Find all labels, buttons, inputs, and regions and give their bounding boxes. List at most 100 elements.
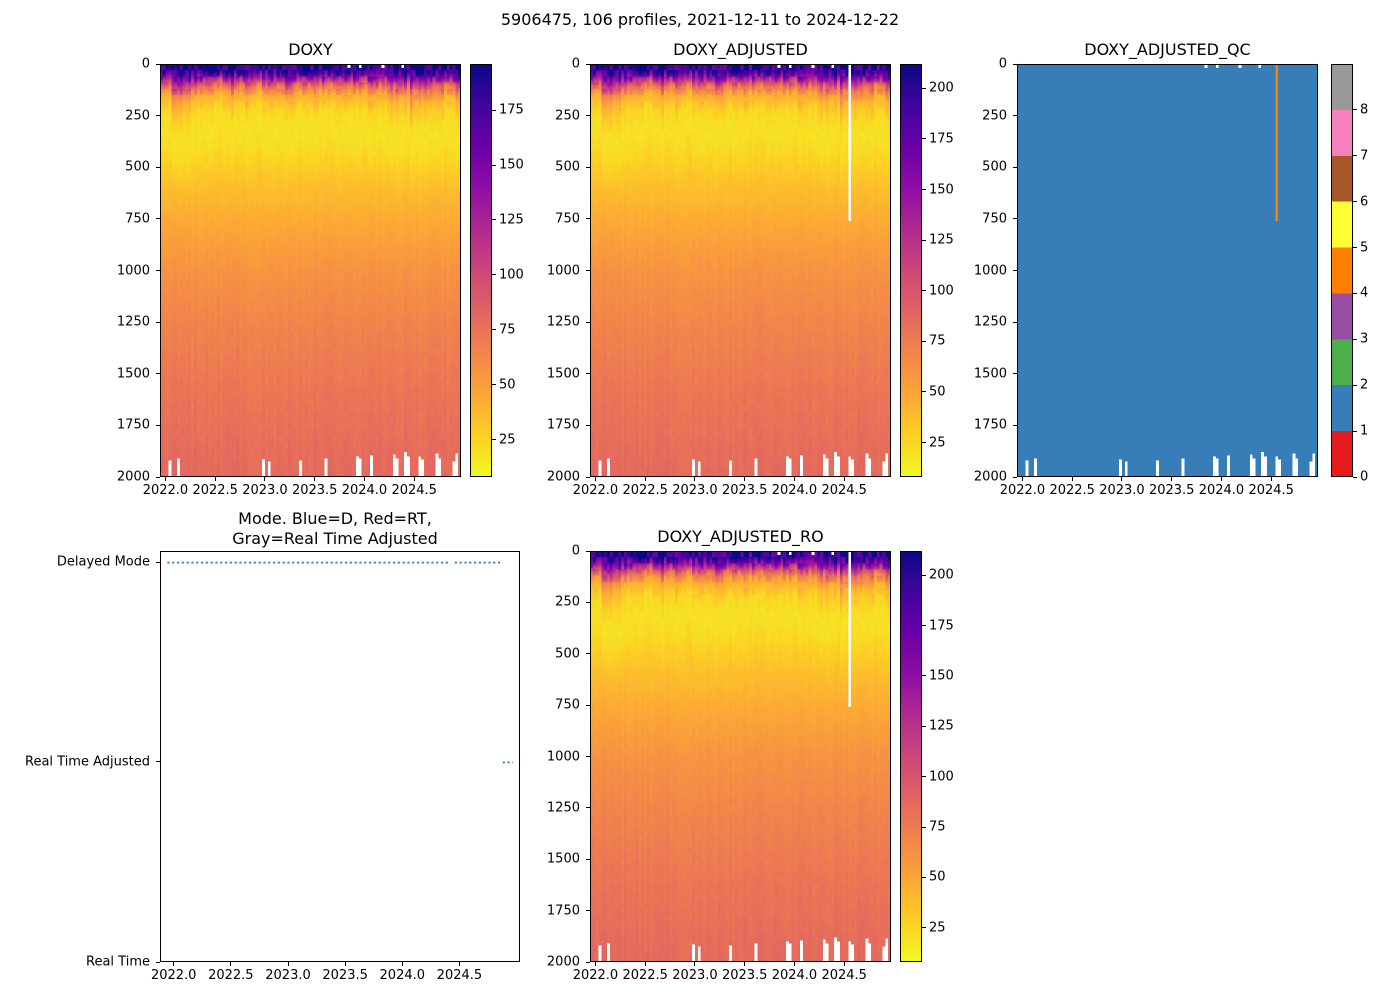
colorbar-tick-mark	[922, 574, 926, 576]
y-tick-label: 250	[555, 108, 580, 124]
colorbar-tick-label: 8	[1360, 102, 1369, 118]
y-tick-mark	[156, 218, 160, 220]
colorbar-tick-label: 5	[1360, 240, 1369, 256]
colorbar-tick-label: 75	[929, 333, 946, 349]
x-tick-mark	[164, 477, 166, 481]
y-tick-mark	[156, 961, 160, 963]
colorbar-tick-label: 150	[929, 182, 954, 198]
y-tick-mark	[586, 704, 590, 706]
plot-frame	[160, 551, 520, 962]
x-tick-label: 2023.0	[242, 483, 288, 498]
y-tick-mark	[156, 63, 160, 65]
y-tick-mark	[586, 218, 590, 220]
x-tick-mark	[401, 962, 403, 966]
x-tick-label: 2022.0	[150, 968, 197, 983]
colorbar-tick-label: 100	[929, 769, 954, 785]
ro-colorbar	[900, 551, 922, 962]
colorbar-tick-mark	[922, 826, 926, 828]
y-tick-label: 1750	[546, 903, 580, 919]
colorbar-tick-mark	[1353, 155, 1357, 157]
panel-doxy-adjusted-qc-title: DOXY_ADJUSTED_QC	[1084, 40, 1251, 59]
y-tick-label: 750	[125, 211, 150, 227]
colorbar-tick-label: 125	[929, 718, 954, 734]
colorbar-tick-mark	[922, 239, 926, 241]
colorbar-tick-mark	[922, 625, 926, 627]
colorbar-tick-mark	[1353, 430, 1357, 432]
y-tick-label: 250	[125, 108, 150, 124]
x-tick-label: 2022.5	[622, 968, 668, 983]
y-tick-label: 0	[998, 56, 1007, 72]
y-tick-mark	[586, 550, 590, 552]
y-tick-label: 1000	[973, 263, 1007, 278]
colorbar-tick-mark	[922, 675, 926, 677]
x-tick-label: 2024.0	[771, 968, 818, 983]
x-tick-mark	[694, 477, 696, 481]
ro-heatmap-canvas	[590, 551, 891, 962]
colorbar-frame	[470, 64, 492, 477]
colorbar-tick-mark	[922, 138, 926, 140]
colorbar-tick-label: 125	[929, 232, 954, 248]
y-tick-label: 2000	[546, 954, 580, 970]
colorbar-tick-label: 50	[499, 377, 516, 393]
y-tick-label: 0	[141, 56, 150, 72]
x-tick-label: 2024.0	[379, 968, 426, 983]
colorbar-tick-mark	[1353, 109, 1357, 111]
panel-doxy-title: DOXY	[288, 40, 333, 59]
x-tick-label: 2022.5	[1049, 483, 1095, 498]
y-category-label: Delayed Mode	[56, 554, 150, 570]
colorbar-tick-label: 6	[1360, 194, 1369, 210]
colorbar-tick-mark	[492, 329, 496, 331]
x-tick-mark	[644, 477, 646, 481]
adjusted-colorbar	[900, 64, 922, 477]
x-tick-mark	[287, 962, 289, 966]
x-tick-label: 2022.5	[192, 483, 238, 498]
y-tick-label: 0	[571, 56, 580, 72]
y-category-label: Real Time	[86, 954, 150, 970]
x-tick-label: 2023.0	[1099, 483, 1145, 498]
colorbar-tick-label: 50	[929, 384, 946, 400]
colorbar-tick-label: 175	[929, 618, 954, 634]
y-tick-mark	[586, 910, 590, 912]
y-category-label: Real Time Adjusted	[25, 754, 150, 770]
x-tick-mark	[1071, 477, 1073, 481]
y-tick-label: 750	[555, 211, 580, 227]
colorbar-tick-label: 125	[499, 212, 524, 228]
colorbar-tick-label: 75	[929, 819, 946, 835]
x-tick-label: 2023.5	[1148, 483, 1195, 498]
colorbar-tick-label: 200	[929, 567, 954, 583]
x-tick-label: 2023.0	[672, 483, 718, 498]
colorbar-tick-mark	[922, 725, 926, 727]
colorbar-tick-label: 150	[499, 157, 524, 173]
y-tick-mark	[586, 424, 590, 426]
y-tick-mark	[586, 270, 590, 271]
x-tick-mark	[458, 962, 460, 966]
y-tick-label: 1500	[973, 366, 1007, 382]
colorbar-tick-mark	[1353, 247, 1357, 249]
y-tick-mark	[586, 166, 590, 168]
y-tick-mark	[586, 321, 590, 323]
colorbar-frame	[900, 551, 922, 962]
x-tick-label: 2023.5	[721, 483, 768, 498]
colorbar-tick-mark	[492, 219, 496, 221]
x-tick-mark	[264, 477, 266, 481]
adjusted-heatmap-canvas	[590, 64, 891, 477]
y-tick-mark	[1013, 218, 1017, 220]
y-tick-mark	[156, 166, 160, 168]
y-tick-mark	[1013, 270, 1017, 271]
x-tick-label: 2024.5	[436, 968, 483, 983]
colorbar-tick-mark	[922, 442, 926, 444]
y-tick-label: 1250	[546, 800, 580, 816]
x-tick-mark	[594, 477, 596, 481]
x-tick-mark	[173, 962, 175, 966]
y-tick-mark	[156, 373, 160, 375]
y-tick-label: 1500	[546, 366, 580, 382]
y-tick-mark	[156, 761, 160, 763]
colorbar-tick-label: 200	[929, 80, 954, 96]
qc-heatmap-canvas	[1017, 64, 1318, 477]
y-tick-mark	[586, 476, 590, 478]
colorbar-tick-mark	[922, 189, 926, 191]
x-tick-mark	[594, 962, 596, 966]
colorbar-tick-mark	[922, 340, 926, 342]
y-tick-label: 1750	[116, 417, 150, 433]
x-tick-label: 2024.0	[771, 483, 818, 498]
